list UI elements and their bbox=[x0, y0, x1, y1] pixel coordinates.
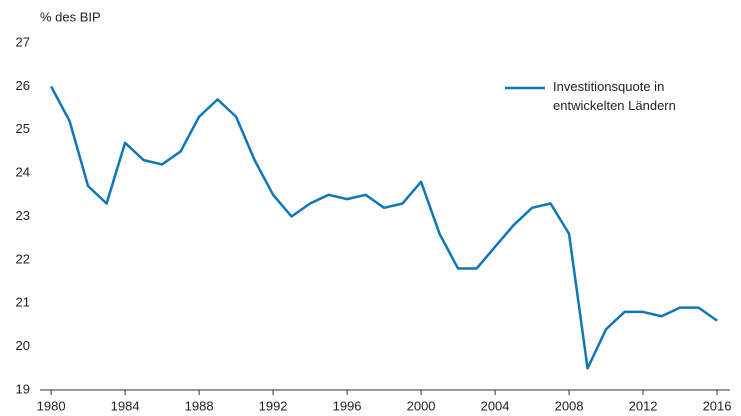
y-tick-label: 23 bbox=[16, 208, 30, 223]
x-tick-label: 1988 bbox=[185, 398, 214, 413]
x-tick-label: 1996 bbox=[333, 398, 362, 413]
y-tick-label: 27 bbox=[16, 34, 30, 49]
x-tick-label: 1980 bbox=[37, 398, 66, 413]
y-tick-label: 19 bbox=[16, 381, 30, 396]
legend-label: Investitionsquote in entwickelten Ländern bbox=[553, 79, 676, 113]
x-tick-label: 2008 bbox=[555, 398, 584, 413]
x-tick-label: 1984 bbox=[111, 398, 140, 413]
y-tick-label: 24 bbox=[16, 165, 30, 180]
y-tick-label: 25 bbox=[16, 121, 30, 136]
y-tick-label: 26 bbox=[16, 78, 30, 93]
y-axis-label: % des BIP bbox=[40, 9, 101, 24]
x-tick-label: 1992 bbox=[259, 398, 288, 413]
legend-line: Investitionsquote in bbox=[553, 79, 664, 94]
x-tick-label: 2004 bbox=[481, 398, 510, 413]
y-tick-label: 21 bbox=[16, 295, 30, 310]
line bbox=[49, 85, 718, 370]
y-tick-label: 22 bbox=[16, 251, 30, 266]
legend-line: entwickelten Ländern bbox=[553, 98, 676, 113]
x-tick-label: 2000 bbox=[407, 398, 436, 413]
y-tick-label: 20 bbox=[16, 338, 30, 353]
x-tick-label: 2012 bbox=[629, 398, 658, 413]
x-tick-label: 2016 bbox=[703, 398, 732, 413]
